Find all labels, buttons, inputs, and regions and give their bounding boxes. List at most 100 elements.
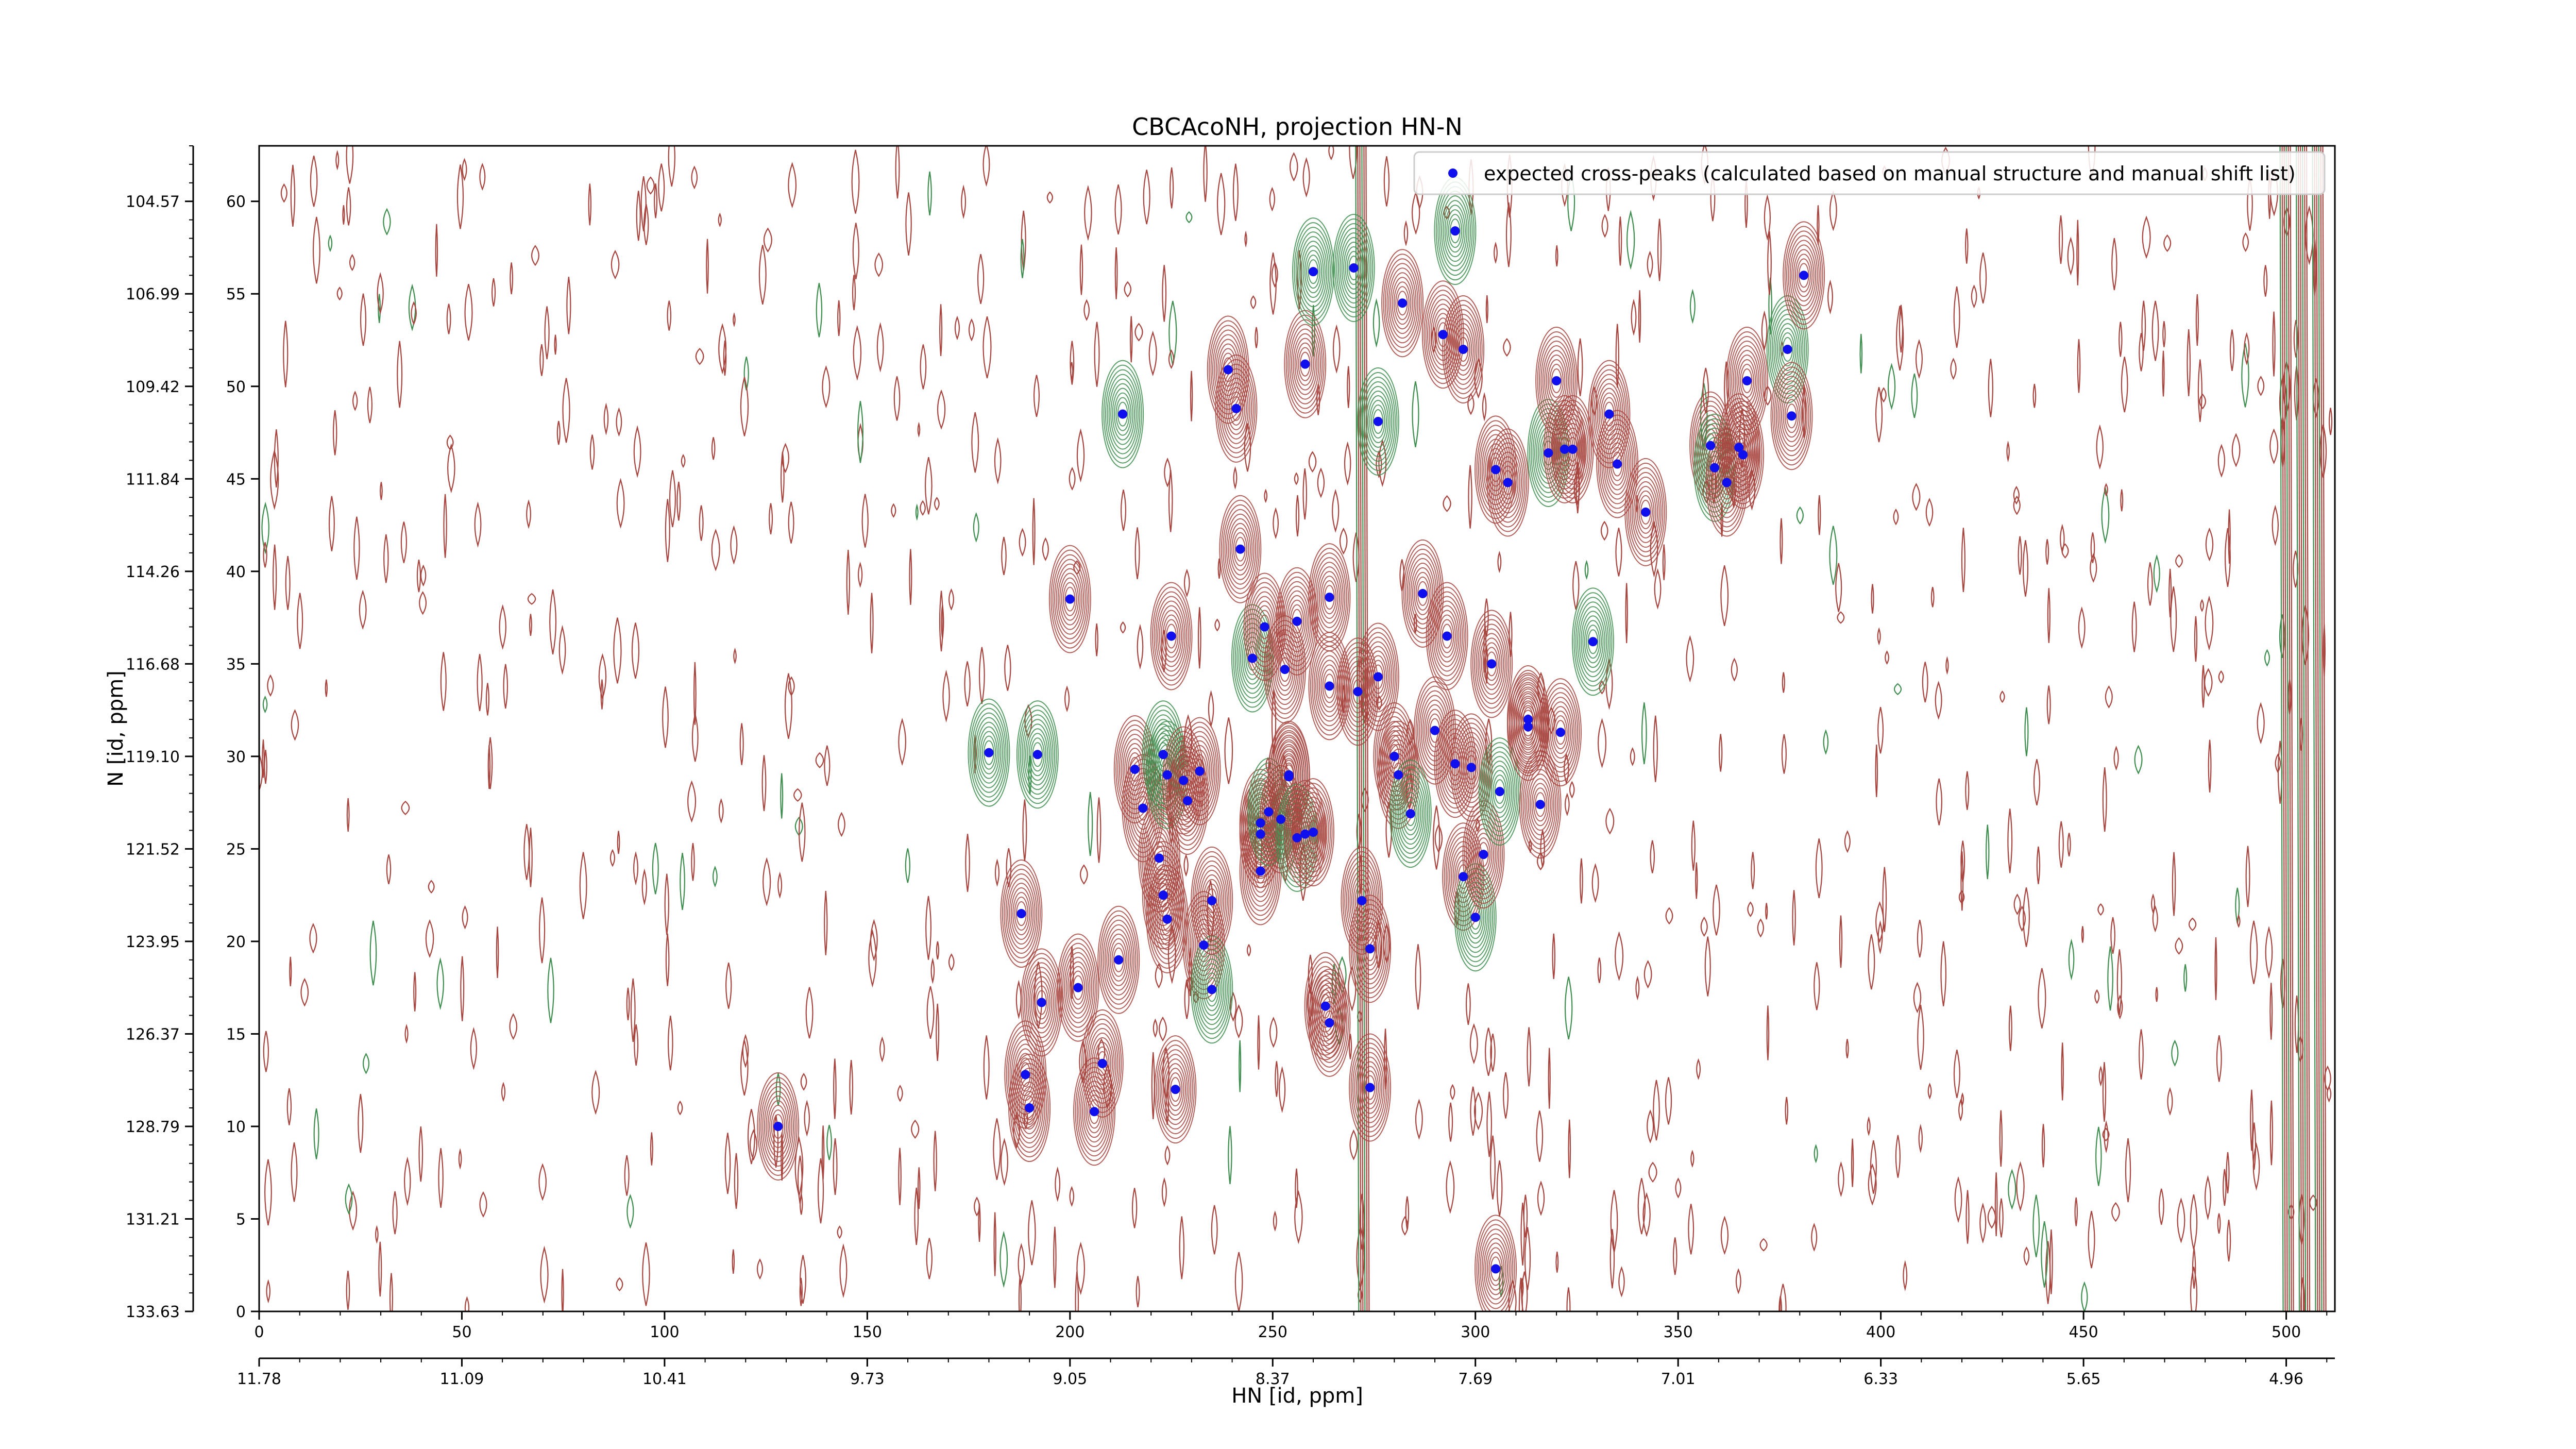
noise-contour <box>784 673 793 739</box>
peak-contour <box>1451 318 1476 380</box>
peak-contour <box>1080 1076 1109 1148</box>
x-tick-label: 400 <box>1866 1323 1895 1341</box>
noise-contour <box>527 593 536 605</box>
noise-contour <box>342 205 345 225</box>
noise-contour <box>1781 734 1787 774</box>
x-ppm-tick-label: 7.01 <box>1661 1370 1696 1388</box>
noise-contour <box>1751 852 1755 889</box>
peak-contour <box>978 726 1000 779</box>
peak-contour <box>1007 878 1036 950</box>
noise-contour <box>538 1163 547 1201</box>
noise-contour <box>624 1155 630 1196</box>
peak-contour <box>1731 340 1763 421</box>
peak-contour <box>1603 428 1632 500</box>
peak-contour <box>1281 581 1313 662</box>
noise-contour <box>926 986 935 1039</box>
peak-contour <box>1786 403 1797 429</box>
noise-contour <box>2139 1029 2144 1080</box>
peak-contour <box>1010 1058 1049 1158</box>
noise-contour <box>462 905 468 930</box>
noise-contour <box>1626 210 1635 270</box>
peak-contour <box>976 721 1002 784</box>
peak-contour <box>1346 250 1361 285</box>
noise-contour <box>456 164 464 229</box>
peak-contour <box>1294 783 1333 882</box>
y-axis-label: N [id, ppm] <box>104 670 128 787</box>
noise-contour <box>2018 536 2022 575</box>
peak-contour <box>1480 429 1512 510</box>
noise-contour <box>1465 983 1471 1025</box>
streak-contour <box>2295 146 2300 1311</box>
noise-contour <box>1845 1039 1849 1058</box>
noise-contour <box>2201 665 2205 708</box>
noise-contour <box>262 695 268 714</box>
peak-contour <box>1163 1058 1188 1121</box>
peak-contour <box>1308 543 1351 652</box>
noise-contour <box>1190 370 1193 422</box>
noise-contour <box>1601 214 1608 238</box>
noise-contour <box>2041 1124 2045 1168</box>
noise-contour <box>1001 536 1007 576</box>
noise-contour <box>1792 890 1796 946</box>
noise-contour <box>857 401 863 463</box>
peak-contour <box>1086 1023 1118 1104</box>
noise-contour <box>1264 488 1268 503</box>
noise-contour <box>2152 905 2158 933</box>
peak-contour <box>1108 933 1129 986</box>
peak-contour <box>1115 397 1130 431</box>
peak-contour <box>1770 304 1805 394</box>
peak-contour <box>1528 773 1553 836</box>
noise-contour <box>630 978 636 1042</box>
peak-contour <box>1159 605 1184 667</box>
peak-contour <box>1367 650 1389 703</box>
peak-contour <box>1145 850 1181 940</box>
peak-contour <box>1064 952 1092 1023</box>
cross-peak-marker <box>1292 616 1302 626</box>
cross-peak-marker <box>984 748 994 757</box>
y-tick-label: 25 <box>226 840 246 858</box>
peak-contour <box>1599 419 1635 509</box>
noise-contour <box>2116 949 2123 1015</box>
noise-contour <box>1537 1181 1545 1216</box>
peak-contour <box>1283 762 1295 787</box>
peak-contour <box>1488 1252 1503 1286</box>
streak-contour <box>2285 146 2290 1311</box>
peak-contour <box>1348 865 1376 936</box>
peak-contour <box>1228 518 1253 580</box>
noise-contour <box>1033 375 1040 417</box>
peak-contour <box>1010 887 1032 940</box>
peak-contour <box>1544 349 1569 412</box>
noise-contour <box>1548 1048 1551 1109</box>
peak-contour <box>1162 614 1180 658</box>
peak-contour <box>1251 849 1269 893</box>
noise-contour <box>2265 925 2273 979</box>
peak-contour <box>1608 442 1626 486</box>
noise-contour <box>1958 1099 1963 1122</box>
noise-contour <box>1936 778 1943 825</box>
noise-contour <box>2047 588 2050 643</box>
noise-contour <box>1275 1061 1279 1097</box>
noise-contour <box>733 648 737 665</box>
cross-peak-marker <box>1438 330 1448 340</box>
peak-contour <box>1543 395 1586 503</box>
peak-contour <box>1395 286 1410 321</box>
peak-contour <box>1631 476 1660 548</box>
noise-contour <box>905 848 910 883</box>
peak-contour <box>1194 759 1206 784</box>
peak-contour <box>1253 600 1276 653</box>
contour-layer <box>259 146 2333 1311</box>
noise-contour <box>404 1156 411 1206</box>
noise-contour <box>1161 1177 1167 1207</box>
noise-contour <box>1537 671 1545 704</box>
noise-contour <box>1912 483 1921 511</box>
noise-contour <box>1767 231 1772 295</box>
peak-contour <box>1002 864 1041 964</box>
noise-contour <box>1552 933 1556 979</box>
noise-contour <box>291 709 299 741</box>
peak-contour <box>1110 938 1128 982</box>
noise-contour <box>2013 894 2021 915</box>
noise-contour <box>1294 472 1299 485</box>
peak-contour <box>1392 277 1413 330</box>
cross-peak-marker <box>1459 872 1468 882</box>
noise-contour <box>1917 1004 1924 1070</box>
